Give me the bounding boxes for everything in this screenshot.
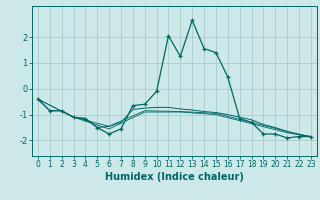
X-axis label: Humidex (Indice chaleur): Humidex (Indice chaleur) xyxy=(105,172,244,182)
